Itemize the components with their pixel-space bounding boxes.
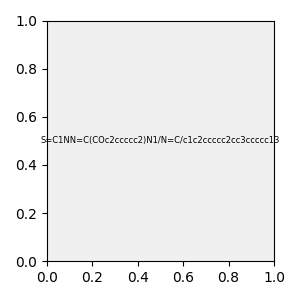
Text: S=C1NN=C(COc2ccccc2)N1/N=C/c1c2ccccc2cc3ccccc13: S=C1NN=C(COc2ccccc2)N1/N=C/c1c2ccccc2cc3… [41,136,280,146]
